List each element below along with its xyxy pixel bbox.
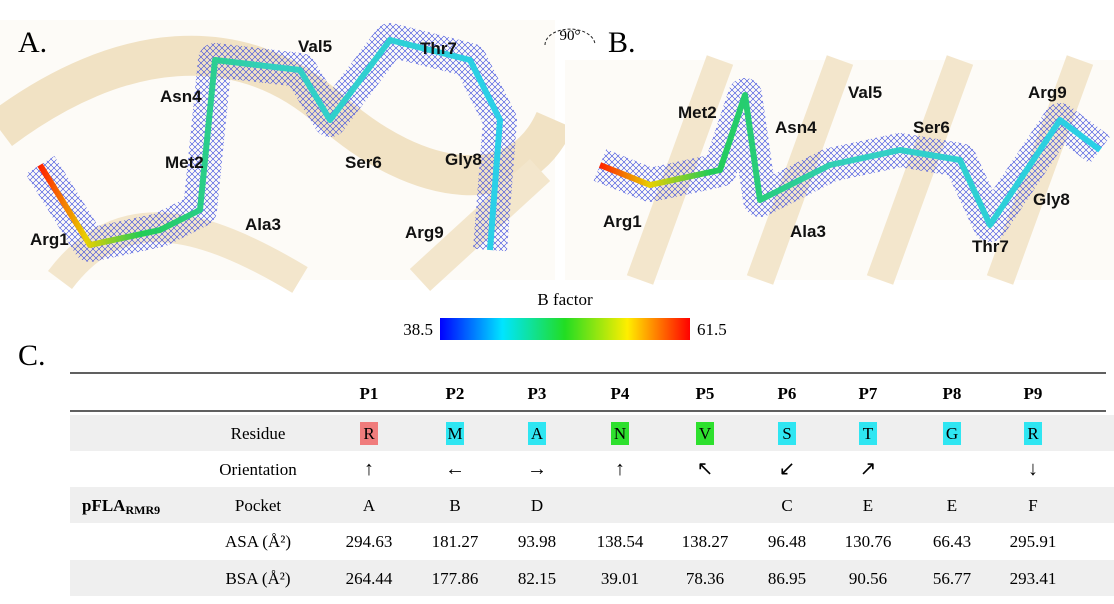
cell: ← (445, 458, 465, 480)
residue-label: Ser6 (913, 118, 950, 137)
column-header: P9 (1024, 384, 1043, 403)
colorbar-min: 38.5 (403, 320, 433, 339)
cell: 138.27 (682, 532, 729, 551)
cell: ↖ (697, 458, 714, 480)
cell: 78.36 (686, 569, 724, 588)
cell: 177.86 (432, 569, 479, 588)
cell: R (363, 424, 375, 443)
cell: T (863, 424, 874, 443)
cell: A (363, 496, 376, 515)
cell: F (1028, 496, 1037, 515)
residue-label: Arg9 (405, 223, 444, 242)
column-header: P1 (360, 384, 379, 403)
cell: S (782, 424, 791, 443)
cell: C (781, 496, 792, 515)
residue-label: Ser6 (345, 153, 382, 172)
column-header: P5 (696, 384, 715, 403)
residue-label: Arg1 (603, 212, 642, 231)
residue-label: Met2 (165, 153, 204, 172)
cell: 39.01 (601, 569, 639, 588)
residue-label: Asn4 (160, 87, 202, 106)
cell: ↙ (779, 458, 796, 480)
cell: E (947, 496, 957, 515)
row-label: ASA (Å²) (225, 532, 291, 551)
cell: D (531, 496, 543, 515)
panel-label: C. (18, 339, 46, 372)
figure: A. B. 90° B factor 38.5 61.5 C. P1 P2 P3 P4… (0, 0, 1114, 599)
row-background (70, 487, 1114, 523)
panel-label: B. (608, 26, 636, 59)
residue-label: Ala3 (790, 222, 826, 241)
cell: 138.54 (597, 532, 644, 551)
cell: E (863, 496, 873, 515)
rotation-label: 90° (560, 28, 581, 44)
residue-label: Gly8 (1033, 190, 1070, 209)
cell: 293.41 (1010, 569, 1057, 588)
residue-label: Val5 (848, 83, 882, 102)
group-label-sub: RMR9 (125, 503, 160, 517)
cell: G (946, 424, 958, 443)
residue-label: Gly8 (445, 150, 482, 169)
colorbar-title: B factor (537, 290, 593, 309)
cell: 264.44 (346, 569, 393, 588)
cell: A (531, 424, 544, 443)
cell: 295.91 (1010, 532, 1057, 551)
column-header: P4 (611, 384, 630, 403)
residue-label: Arg9 (1028, 83, 1067, 102)
cell: → (527, 458, 547, 480)
cell: 66.43 (933, 532, 971, 551)
cell: N (614, 424, 626, 443)
residue-label: Met2 (678, 103, 717, 122)
row-label: Residue (231, 424, 286, 443)
cell: R (1027, 424, 1039, 443)
cell: ↑ (615, 458, 625, 480)
cell: 181.27 (432, 532, 479, 551)
row-label: Orientation (219, 460, 297, 479)
cell: M (447, 424, 462, 443)
row-label: Pocket (235, 496, 282, 515)
residue-label: Ala3 (245, 215, 281, 234)
colorbar-max: 61.5 (697, 320, 727, 339)
column-header: P6 (778, 384, 797, 403)
cell: B (449, 496, 460, 515)
residue-label: Arg1 (30, 230, 69, 249)
column-header: P2 (446, 384, 465, 403)
cell: 93.98 (518, 532, 556, 551)
cell: 96.48 (768, 532, 806, 551)
column-header: P8 (943, 384, 962, 403)
column-header: P3 (528, 384, 547, 403)
column-header: P7 (859, 384, 878, 403)
cell: ↓ (1028, 458, 1038, 480)
residue-label: Thr7 (972, 237, 1009, 256)
cell: 294.63 (346, 532, 393, 551)
panel-label: A. (18, 26, 47, 59)
residue-label: Val5 (298, 37, 332, 56)
colorbar (440, 318, 690, 340)
cell: 90.56 (849, 569, 887, 588)
cell: ↑ (364, 458, 374, 480)
cell: ↗ (860, 458, 877, 480)
residue-label: Thr7 (420, 39, 457, 58)
cell: V (699, 424, 712, 443)
cell: 130.76 (845, 532, 892, 551)
row-label: BSA (Å²) (225, 569, 290, 588)
residue-label: Asn4 (775, 118, 817, 137)
cell: 82.15 (518, 569, 556, 588)
cell: 86.95 (768, 569, 806, 588)
cell: 56.77 (933, 569, 972, 588)
